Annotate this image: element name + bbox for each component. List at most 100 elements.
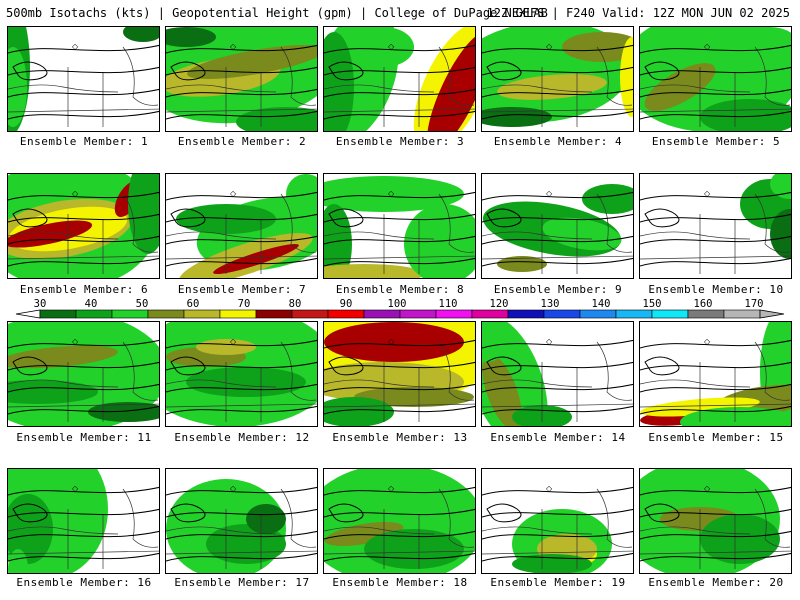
height-contour [166, 257, 317, 267]
isotach-map: ◇ [166, 322, 317, 426]
height-contour [324, 191, 475, 201]
state-border [8, 255, 159, 260]
colorbar-swatch [183, 309, 221, 319]
state-border [324, 84, 435, 93]
state-border [324, 550, 475, 555]
isotach-map: ◇ [482, 184, 633, 274]
height-contour [482, 383, 633, 393]
colorbar-swatch [651, 309, 689, 319]
height-contour [324, 486, 475, 496]
location-marker-icon: ◇ [704, 337, 711, 346]
state-border [8, 403, 159, 408]
panel-caption: Ensemble Member: 7 [177, 283, 307, 296]
ensemble-map-panel[interactable]: ◇ [481, 26, 634, 132]
ensemble-map-panel[interactable]: ◇ [165, 26, 318, 132]
height-contour [324, 552, 475, 562]
state-border [640, 550, 791, 555]
isotach-map: ◇ [324, 322, 475, 426]
isotach-shading [770, 174, 791, 199]
ensemble-map-panel[interactable]: ◇ [7, 321, 160, 427]
ensemble-map-panel[interactable]: ◇ [639, 468, 792, 574]
state-border [482, 255, 633, 260]
height-contour [640, 508, 791, 518]
isotach-shading [213, 243, 299, 275]
ensemble-map-panel[interactable]: ◇ [481, 468, 634, 574]
ensemble-map-panel[interactable]: ◇ [639, 173, 792, 279]
height-contour [324, 383, 475, 393]
ensemble-map-panel[interactable]: ◇ [323, 468, 476, 574]
ensemble-map-panel[interactable]: ◇ [323, 26, 476, 132]
height-contour [640, 191, 791, 201]
ensemble-map-panel[interactable]: ◇ [481, 173, 634, 279]
location-marker-icon: ◇ [546, 484, 553, 493]
location-marker-icon: ◇ [388, 42, 395, 51]
height-contour [482, 235, 633, 245]
height-contour [166, 66, 317, 76]
ensemble-map-panel[interactable]: ◇ [639, 26, 792, 132]
height-contour [166, 486, 317, 496]
ensemble-map-panel[interactable]: ◇ [165, 173, 318, 279]
ensemble-map-panel[interactable]: ◇ [323, 173, 476, 279]
height-contour [324, 339, 475, 349]
location-marker-icon: ◇ [546, 189, 553, 198]
height-contour [166, 383, 317, 393]
height-contour [8, 66, 159, 76]
colorbar-swatch [39, 309, 77, 319]
isotach-shading [123, 27, 159, 42]
colorbar-swatch [255, 309, 293, 319]
ensemble-map-panel[interactable]: ◇ [165, 321, 318, 427]
isotach-shading [497, 256, 547, 272]
ensemble-map-panel[interactable]: ◇ [7, 468, 160, 574]
isotach-shading [187, 45, 317, 79]
height-contour [8, 383, 159, 393]
state-border [8, 84, 119, 93]
ensemble-map-panel[interactable]: ◇ [323, 321, 476, 427]
great-lakes-outline [644, 356, 680, 376]
isotach-map: ◇ [166, 479, 317, 573]
great-lakes-outline [170, 356, 206, 376]
isotach-map: ◇ [166, 27, 317, 131]
location-marker-icon: ◇ [230, 484, 237, 493]
ensemble-map-panel[interactable]: ◇ [165, 468, 318, 574]
height-contour [166, 44, 317, 54]
isotach-shading [186, 367, 306, 397]
height-contour [8, 257, 159, 267]
state-border [640, 255, 791, 260]
height-contour [640, 486, 791, 496]
height-contour [482, 486, 633, 496]
height-contour [482, 88, 633, 98]
state-border [280, 341, 317, 401]
isotach-map: ◇ [640, 469, 791, 573]
colorbar-arrow-left [15, 309, 41, 319]
height-contour [8, 530, 159, 540]
colorbar-tick-label: 120 [489, 298, 509, 310]
isotach-shading [8, 494, 53, 564]
height-contour [8, 44, 159, 54]
ensemble-map-panel[interactable]: ◇ [7, 173, 160, 279]
panel-caption: Ensemble Member: 4 [493, 135, 623, 148]
height-contour [482, 191, 633, 201]
colorbar-swatch [615, 309, 653, 319]
height-contour [482, 530, 633, 540]
isotach-shading [286, 174, 317, 214]
great-lakes-outline [486, 61, 522, 81]
state-border [438, 193, 475, 253]
colorbar-tick-label: 70 [237, 298, 251, 310]
location-marker-icon: ◇ [704, 189, 711, 198]
location-marker-icon: ◇ [72, 337, 79, 346]
height-contour [482, 213, 633, 223]
state-border [640, 379, 751, 388]
colorbar-arrow-right [759, 309, 785, 319]
ensemble-map-panel[interactable]: ◇ [639, 321, 792, 427]
height-contour [324, 405, 475, 415]
state-border [482, 550, 633, 555]
great-lakes-outline [170, 61, 206, 81]
great-lakes-outline [12, 208, 48, 228]
height-contour [166, 88, 317, 98]
height-contour [482, 361, 633, 371]
ensemble-map-panel[interactable]: ◇ [7, 26, 160, 132]
state-border [122, 488, 159, 548]
state-border [482, 84, 593, 93]
colorbar-swatch [471, 309, 509, 319]
ensemble-map-panel[interactable]: ◇ [481, 321, 634, 427]
